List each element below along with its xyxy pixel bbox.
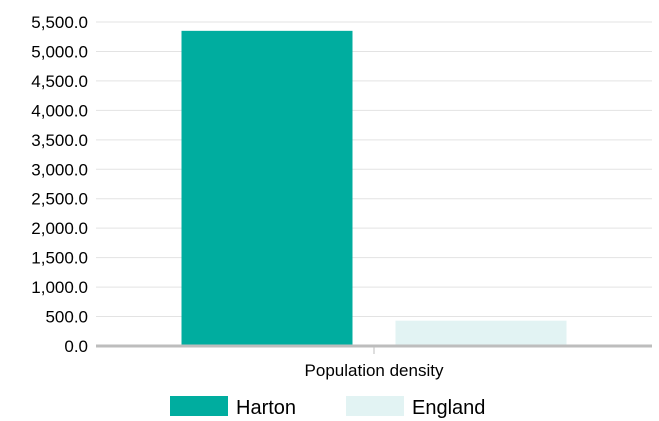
x-category-label: Population density bbox=[305, 361, 444, 380]
x-axis: Population density bbox=[305, 346, 444, 380]
y-tick-label: 500.0 bbox=[45, 308, 88, 327]
y-tick-label: 3,000.0 bbox=[31, 160, 88, 179]
y-tick-label: 3,500.0 bbox=[31, 131, 88, 150]
y-tick-label: 0.0 bbox=[64, 337, 88, 356]
bars bbox=[181, 30, 567, 346]
y-tick-label: 5,000.0 bbox=[31, 42, 88, 61]
legend-label-england: England bbox=[412, 397, 485, 419]
bar-england bbox=[395, 320, 567, 346]
y-tick-label: 1,500.0 bbox=[31, 249, 88, 268]
bar-harton bbox=[181, 30, 353, 346]
legend: Harton England bbox=[170, 396, 485, 419]
y-tick-label: 4,500.0 bbox=[31, 72, 88, 91]
y-tick-label: 5,500.0 bbox=[31, 13, 88, 32]
y-axis: 0.0 500.0 1,000.0 1,500.0 2,000.0 2,500.0 3,00… bbox=[31, 13, 88, 356]
y-tick-label: 1,000.0 bbox=[31, 278, 88, 297]
legend-label-harton: Harton bbox=[236, 397, 296, 419]
legend-swatch-england bbox=[346, 396, 404, 416]
gridlines bbox=[96, 21, 652, 318]
y-tick-label: 4,000.0 bbox=[31, 101, 88, 120]
legend-swatch-harton bbox=[170, 396, 228, 416]
y-tick-label: 2,000.0 bbox=[31, 219, 88, 238]
y-tick-label: 2,500.0 bbox=[31, 190, 88, 209]
